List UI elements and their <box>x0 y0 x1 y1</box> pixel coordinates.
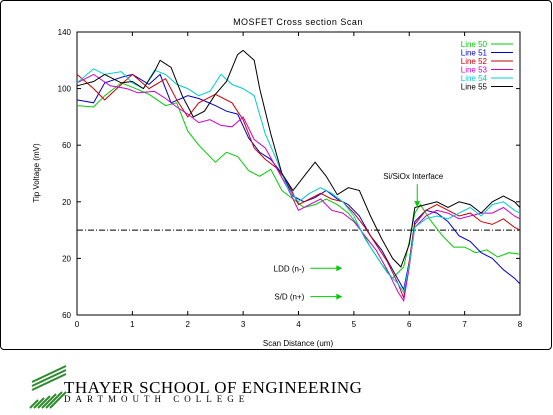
series-line-4 <box>76 73 521 303</box>
thayer-logo: THAYER SCHOOL OF ENGINEERING DARTMOUTH C… <box>28 362 362 412</box>
x-tick-label: 2 <box>186 320 191 329</box>
x-tick-label: 4 <box>296 320 301 329</box>
y-tick-label: 100 <box>58 85 72 94</box>
legend-label: Line 54 <box>461 74 488 83</box>
series-line-6 <box>76 49 521 268</box>
series-line-3 <box>76 73 521 300</box>
annotation-arrow-head <box>336 293 343 300</box>
logo-line-1: THAYER SCHOOL OF ENGINEERING <box>64 378 363 397</box>
legend-label: Line 51 <box>461 49 488 58</box>
annotation-interface: Si/SiOx Interface <box>383 172 444 181</box>
y-axis-label: Tip Voltage (mV) <box>32 143 41 203</box>
logo-line-2: DARTMOUTH COLLEGE <box>64 394 250 404</box>
chart-title: MOSFET Cross section Scan <box>233 17 363 27</box>
annotation-arrow-head <box>414 201 421 208</box>
y-tick-label: 20 <box>62 254 71 263</box>
chart-frame: MOSFET Cross section Scan 0 1 2 3 4 5 6 7 8 140 10… <box>0 0 552 350</box>
legend-label: Line 53 <box>461 66 488 75</box>
y-tick-label: 140 <box>58 28 72 37</box>
annotation-arrow-head <box>336 265 343 272</box>
legend-label: Line 50 <box>461 40 488 49</box>
x-tick-label: 5 <box>352 320 357 329</box>
x-tick-label: 7 <box>462 320 467 329</box>
legend-label: Line 52 <box>461 57 488 66</box>
series-line-1 <box>76 82 521 279</box>
series-line-5 <box>76 68 521 294</box>
y-tick-label: 60 <box>62 141 71 150</box>
x-tick-label: 8 <box>518 320 523 329</box>
x-tick-label: 0 <box>75 320 80 329</box>
series-line-2 <box>76 73 521 291</box>
x-tick-label: 6 <box>407 320 412 329</box>
x-tick-label: 3 <box>241 320 246 329</box>
x-tick-label: 1 <box>130 320 135 329</box>
thayer-logo-icon <box>29 365 67 409</box>
y-tick-label: 20 <box>62 198 71 207</box>
annotation-sd: S/D (n+) <box>274 293 304 302</box>
y-tick-label: 60 <box>62 311 71 320</box>
mosfet-scan-chart: MOSFET Cross section Scan 0 1 2 3 4 5 6 7 8 140 10… <box>32 17 523 348</box>
annotation-ldd: LDD (n-) <box>274 264 305 273</box>
legend-label: Line 55 <box>461 83 488 92</box>
x-axis-label: Scan Distance (um) <box>263 339 334 348</box>
